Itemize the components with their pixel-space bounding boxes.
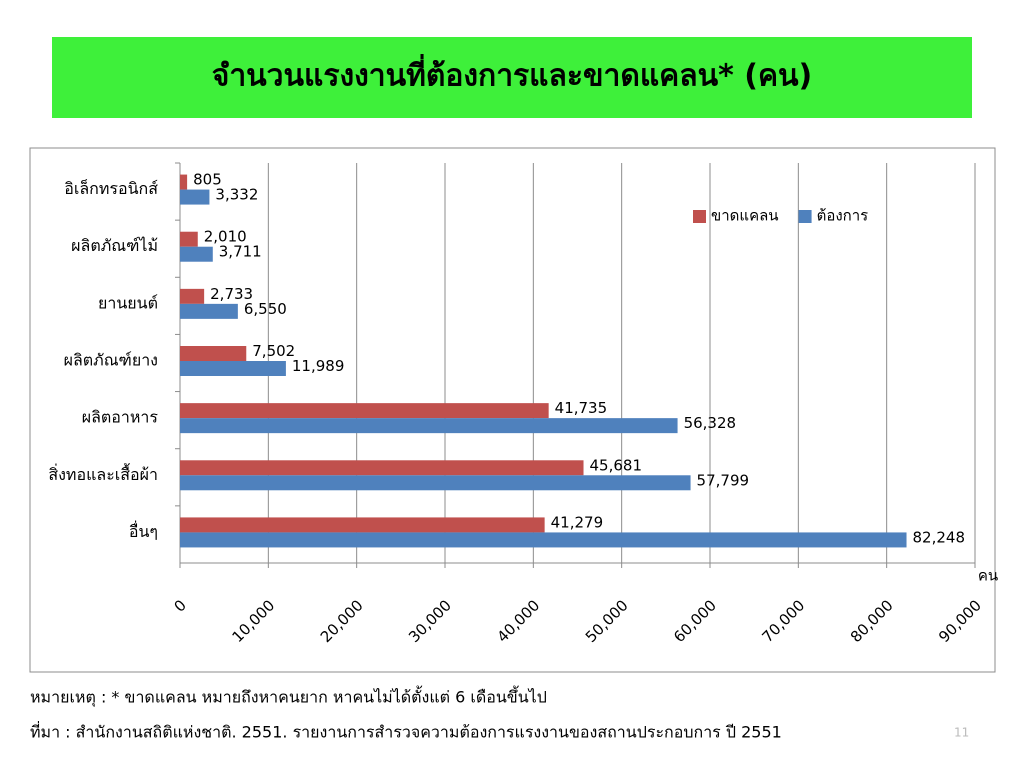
value-label: 2,733 bbox=[210, 285, 253, 303]
bar bbox=[180, 231, 198, 247]
bar bbox=[180, 303, 238, 319]
value-label: 7,502 bbox=[252, 342, 295, 360]
bar bbox=[180, 174, 188, 190]
note: หมายเหตุ : * ขาดแคลน หมายถึงหาคนยาก หาคน… bbox=[30, 686, 547, 708]
legend-swatch bbox=[693, 210, 706, 223]
y-tick-label: ผลิตภัณฑ์ยาง bbox=[64, 351, 158, 370]
y-tick-label: ผลิตอาหาร bbox=[82, 408, 159, 427]
bar bbox=[180, 403, 549, 419]
bar bbox=[180, 346, 247, 361]
value-label: 57,799 bbox=[697, 471, 750, 489]
value-label: 6,550 bbox=[244, 300, 287, 318]
legend-label: ขาดแคลน bbox=[711, 207, 779, 225]
bar bbox=[180, 189, 210, 205]
value-label: 3,711 bbox=[219, 243, 262, 261]
y-tick-label: ผลิตภัณฑ์ไม้ bbox=[71, 236, 158, 255]
y-tick-label: อื่นๆ bbox=[129, 520, 158, 541]
y-tick-label: สิ่งทอและเสื้อผ้า bbox=[48, 463, 158, 484]
y-tick-label: อิเล็กทรอนิกส์ bbox=[64, 178, 158, 198]
bar bbox=[180, 475, 691, 491]
value-label: 56,328 bbox=[684, 414, 737, 432]
page-number: 11 bbox=[954, 726, 969, 740]
value-label: 41,279 bbox=[551, 513, 604, 531]
title-box bbox=[52, 37, 972, 118]
legend-label: ต้องการ bbox=[817, 207, 869, 225]
x-axis-label: คน bbox=[978, 567, 998, 585]
bar bbox=[180, 532, 907, 548]
legend-swatch bbox=[798, 210, 812, 223]
bar bbox=[180, 288, 205, 304]
chart-title: จำนวนแรงงานที่ต้องการและขาดแคลน* (คน) bbox=[212, 54, 813, 94]
value-label: 41,735 bbox=[555, 399, 608, 417]
value-label: 82,248 bbox=[913, 528, 966, 546]
bar bbox=[180, 246, 213, 262]
value-label: 805 bbox=[193, 171, 222, 189]
value-label: 3,332 bbox=[215, 186, 258, 204]
y-tick-label: ยานยนต์ bbox=[98, 293, 158, 312]
bar bbox=[180, 418, 678, 434]
value-label: 11,989 bbox=[292, 357, 345, 375]
value-label: 45,681 bbox=[590, 456, 643, 474]
bar bbox=[180, 460, 584, 476]
source: ที่มา : สำนักงานสถิติแห่งชาติ. 2551. ราย… bbox=[30, 721, 782, 742]
bar bbox=[180, 361, 286, 376]
bar bbox=[180, 517, 545, 533]
value-label: 2,010 bbox=[204, 228, 247, 246]
